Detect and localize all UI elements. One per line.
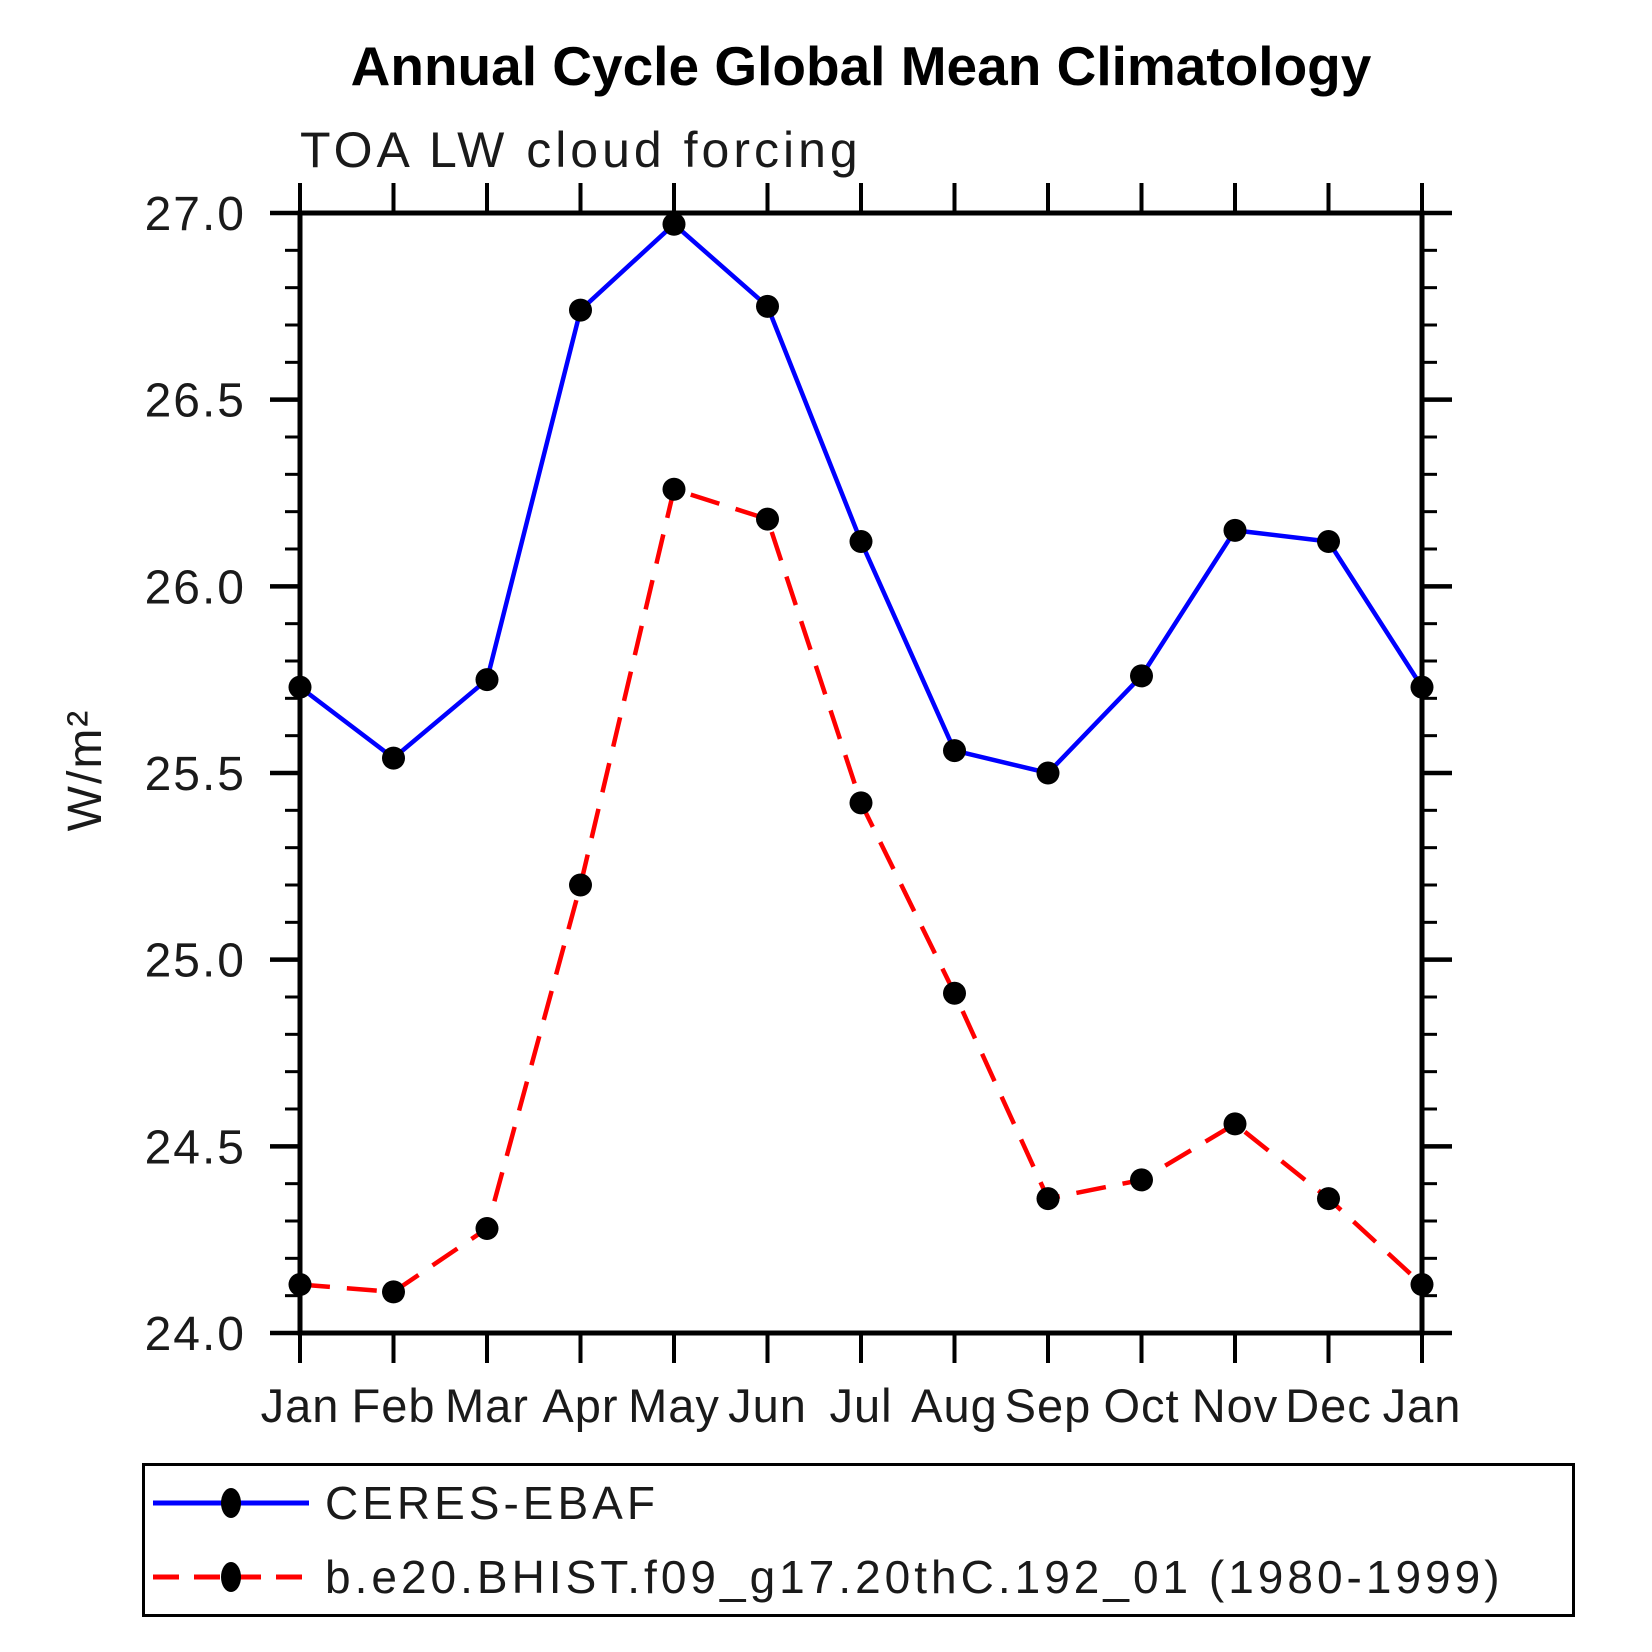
data-point-marker	[382, 746, 405, 770]
data-point-marker	[382, 1280, 405, 1304]
data-point-marker	[288, 675, 312, 699]
x-tick-label: Oct	[1103, 1379, 1179, 1432]
data-point-marker	[1036, 1187, 1060, 1211]
data-point-marker	[849, 530, 873, 554]
legend-marker	[221, 1561, 241, 1592]
data-point-marker	[943, 739, 966, 763]
chart-title: Annual Cycle Global Mean Climatology	[350, 35, 1372, 97]
data-point-marker	[1223, 518, 1247, 542]
x-tick-label: Jul	[829, 1379, 892, 1432]
data-point-marker	[475, 668, 499, 692]
data-point-marker	[849, 791, 873, 815]
x-tick-label: Jan	[261, 1379, 340, 1432]
y-tick-label: 24.0	[145, 1308, 246, 1361]
series-line-model	[299, 486, 1424, 1295]
data-point-marker	[288, 1272, 312, 1296]
legend-line-sample	[153, 1488, 309, 1519]
legend-item: b.e20.BHIST.f09_g17.20thC.192_01 (1980-1…	[145, 1541, 1572, 1613]
data-point-marker	[1317, 530, 1340, 554]
chart-subtitle: TOA LW cloud forcing	[300, 122, 862, 178]
x-tick-label: Apr	[542, 1379, 618, 1432]
x-tick-label: Mar	[445, 1379, 529, 1432]
data-point-marker	[1130, 664, 1153, 688]
x-tick-label: Sep	[1005, 1379, 1092, 1432]
x-tick-label: Feb	[352, 1379, 436, 1432]
y-tick-label: 27.0	[145, 188, 246, 241]
y-tick-label: 25.5	[145, 748, 246, 801]
legend-label: CERES-EBAF	[325, 1477, 659, 1530]
legend-item: CERES-EBAF	[145, 1467, 1572, 1539]
y-tick-label: 26.0	[145, 561, 246, 614]
x-tick-label: Jun	[728, 1379, 807, 1432]
legend-marker	[221, 1488, 241, 1519]
data-point-marker	[1036, 761, 1060, 785]
legend-box: CERES-EBAF b.e20.BHIST.f09_g17.20thC.192_…	[142, 1463, 1575, 1617]
y-tick-label: 24.5	[145, 1121, 246, 1174]
x-tick-label: May	[628, 1379, 720, 1432]
data-point-marker	[1317, 1187, 1340, 1211]
x-tick-label: Dec	[1285, 1379, 1372, 1432]
data-point-marker	[1410, 675, 1434, 699]
data-point-marker	[569, 873, 592, 897]
data-point-marker	[943, 981, 966, 1005]
series-line-observation	[298, 221, 1424, 776]
x-tick-label: Nov	[1192, 1379, 1279, 1432]
legend-line-sample	[153, 1561, 309, 1592]
plot-frame	[297, 210, 1425, 1336]
y-tick-label: 25.0	[145, 935, 246, 988]
data-point-marker	[662, 477, 686, 501]
data-point-marker	[662, 212, 686, 236]
data-point-marker	[475, 1216, 499, 1240]
data-point-marker	[756, 294, 779, 318]
x-tick-label: Jan	[1383, 1379, 1462, 1432]
x-tick-label: Aug	[911, 1379, 998, 1432]
legend-label: b.e20.BHIST.f09_g17.20thC.192_01 (1980-1…	[325, 1550, 1504, 1603]
data-point-marker	[1130, 1168, 1153, 1192]
data-point-marker	[569, 298, 592, 322]
data-point-marker	[756, 507, 779, 531]
data-point-marker	[1223, 1112, 1247, 1136]
data-point-marker	[1410, 1272, 1434, 1296]
y-tick-label: 26.5	[145, 375, 246, 428]
